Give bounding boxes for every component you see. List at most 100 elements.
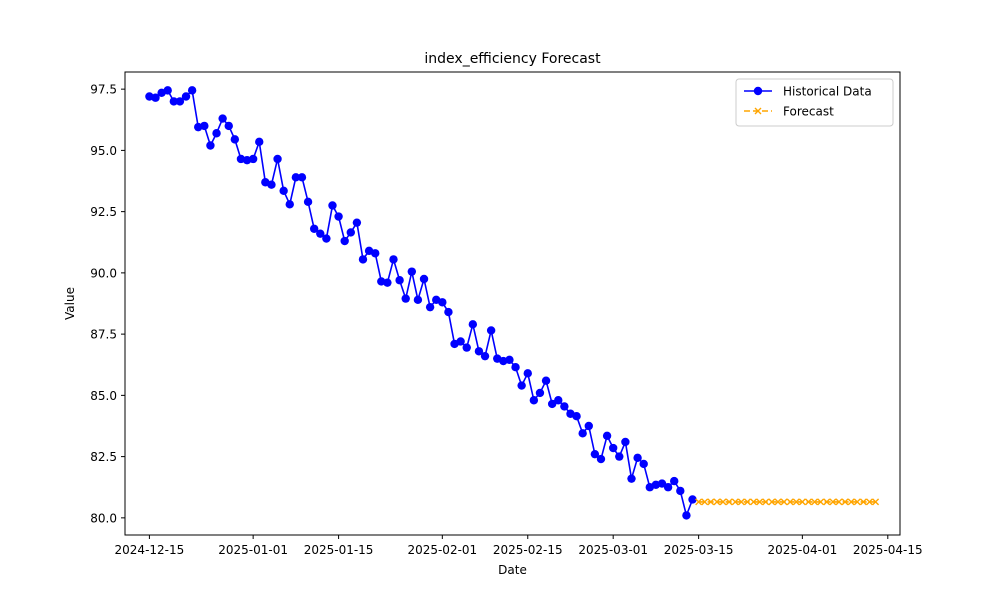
data-point-1-15 [786,498,794,506]
legend: Historical Data Forecast [735,78,894,127]
data-point-0-88 [682,511,691,520]
y-tick-label-2: 85.0 [90,389,117,403]
axes-frame [124,71,901,536]
data-point-0-51 [456,337,465,346]
legend-box [735,78,894,127]
y-tick-label-1: 82.5 [90,450,117,464]
data-point-0-7 [187,86,197,95]
data-point-0-64 [535,388,545,398]
legend-marker-0 [753,86,763,96]
data-point-0-46 [425,302,435,312]
x-axis-label: Date [498,563,527,577]
data-point-0-60 [511,362,520,372]
data-point-0-14 [230,135,240,144]
data-point-0-17 [248,154,258,164]
data-point-0-3 [163,86,172,95]
data-point-0-75 [602,431,612,440]
data-point-1-24 [841,498,849,506]
data-point-0-77 [615,452,624,461]
data-point-1-0 [695,498,703,506]
data-point-0-20 [267,180,276,189]
x-tick-label-7: 2025-04-01 [767,543,837,557]
data-point-0-65 [541,376,551,385]
x-tick-label-0: 2024-12-15 [115,543,185,557]
y-tick-label-0: 80.0 [90,511,117,525]
data-point-0-49 [444,307,453,317]
data-point-0-4 [169,97,179,106]
data-point-1-25 [847,498,855,506]
data-point-0-86 [670,476,679,486]
data-point-0-40 [389,255,398,264]
data-point-0-23 [285,200,294,209]
data-point-0-72 [584,421,593,431]
data-point-0-26 [303,197,313,207]
x-tick-label-4: 2025-02-15 [493,543,563,557]
data-point-1-10 [756,498,764,506]
data-point-0-78 [621,437,630,447]
y-tick-label-3: 87.5 [90,328,117,342]
data-point-1-8 [743,498,751,506]
data-point-1-3 [713,498,721,506]
x-tick-label-2: 2025-01-15 [304,543,374,557]
data-point-0-70 [572,411,581,421]
data-point-0-73 [590,449,600,459]
data-point-1-16 [792,498,800,506]
data-point-1-19 [811,498,819,506]
data-point-0-30 [328,201,337,210]
data-point-0-89 [688,495,697,504]
data-point-0-18 [255,137,264,147]
y-tick-label-5: 92.5 [90,205,117,219]
data-point-0-37 [371,249,380,258]
data-point-0-68 [560,402,569,411]
data-point-0-28 [316,229,325,238]
data-point-0-44 [413,295,423,305]
data-point-0-62 [523,369,532,378]
data-point-0-12 [218,114,227,123]
data-point-0-31 [334,212,343,221]
data-point-0-79 [627,474,636,483]
y-tick-label-7: 97.5 [90,83,117,97]
data-point-0-9 [200,121,209,131]
data-point-0-56 [486,326,496,335]
data-point-1-12 [768,498,776,506]
data-point-0-52 [462,343,471,352]
data-point-0-5 [175,97,185,106]
data-point-0-34 [352,218,362,227]
data-point-1-28 [865,498,873,506]
data-point-0-27 [309,224,319,233]
data-point-0-66 [547,399,557,409]
x-tick-label-8: 2025-04-15 [853,543,923,557]
data-point-1-11 [762,498,770,506]
data-point-0-53 [468,320,478,329]
y-tick-label-6: 95.0 [90,144,117,158]
data-point-1-26 [853,498,861,506]
data-point-0-61 [517,381,526,390]
data-point-0-33 [346,228,355,237]
data-point-1-22 [829,498,837,506]
legend-label-1: Forecast [783,105,834,119]
data-point-0-11 [212,129,221,138]
data-point-0-71 [578,429,587,438]
data-point-1-17 [798,498,806,506]
data-point-1-1 [701,498,709,506]
x-tick-label-3: 2025-02-01 [407,543,477,557]
data-point-0-43 [407,267,417,276]
data-point-1-4 [719,498,727,506]
data-point-0-74 [596,454,606,464]
data-point-1-6 [731,498,739,506]
data-point-0-63 [529,396,539,405]
data-point-0-48 [438,298,447,307]
y-axis-label: Value [63,287,77,320]
data-point-1-9 [750,498,758,506]
data-point-0-81 [639,459,648,469]
data-point-1-7 [737,498,745,506]
data-point-1-2 [707,498,715,506]
data-point-1-5 [725,498,733,506]
data-point-0-1 [151,93,160,102]
data-point-0-29 [322,234,331,243]
data-point-0-84 [657,479,667,488]
data-point-0-35 [358,255,368,264]
data-point-0-32 [340,236,349,246]
data-point-0-21 [273,154,282,164]
